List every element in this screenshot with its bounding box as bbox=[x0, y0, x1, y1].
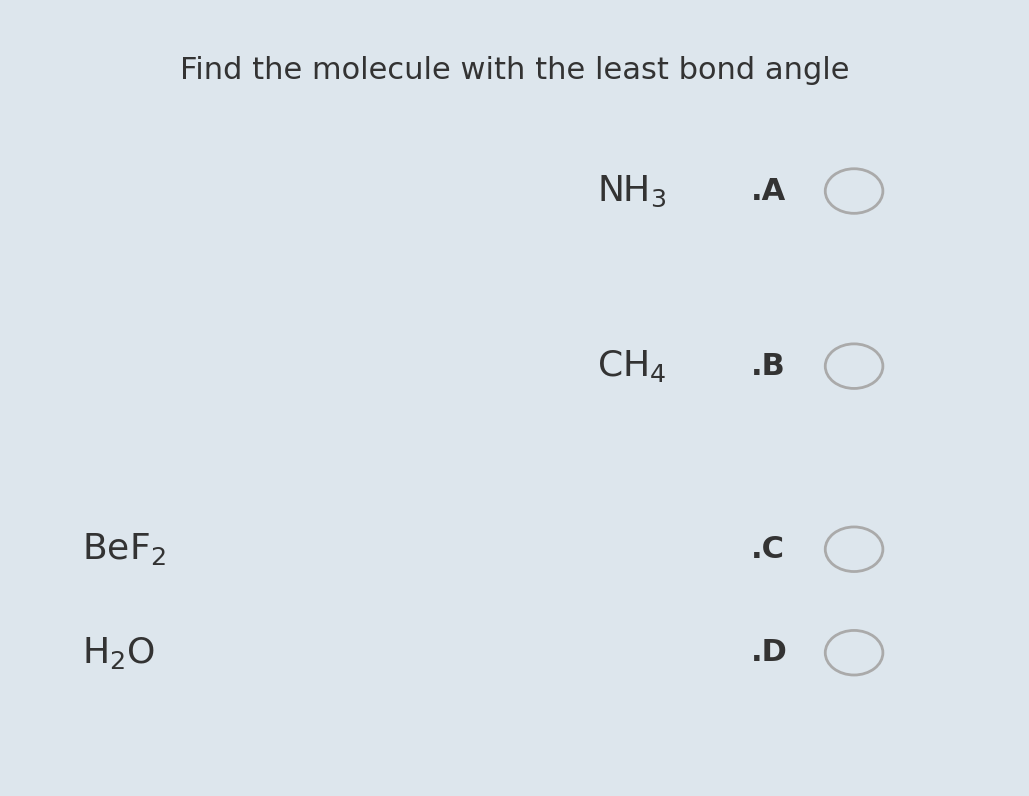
Text: .A: .A bbox=[751, 177, 786, 205]
Text: H$_2$O: H$_2$O bbox=[82, 634, 155, 671]
Text: NH$_3$: NH$_3$ bbox=[597, 174, 666, 209]
Text: BeF$_2$: BeF$_2$ bbox=[82, 531, 166, 568]
Text: CH$_4$: CH$_4$ bbox=[597, 348, 666, 384]
Text: Find the molecule with the least bond angle: Find the molecule with the least bond an… bbox=[180, 56, 849, 84]
Text: .B: .B bbox=[751, 352, 786, 380]
Text: .C: .C bbox=[751, 535, 785, 564]
Text: .D: .D bbox=[751, 638, 788, 667]
